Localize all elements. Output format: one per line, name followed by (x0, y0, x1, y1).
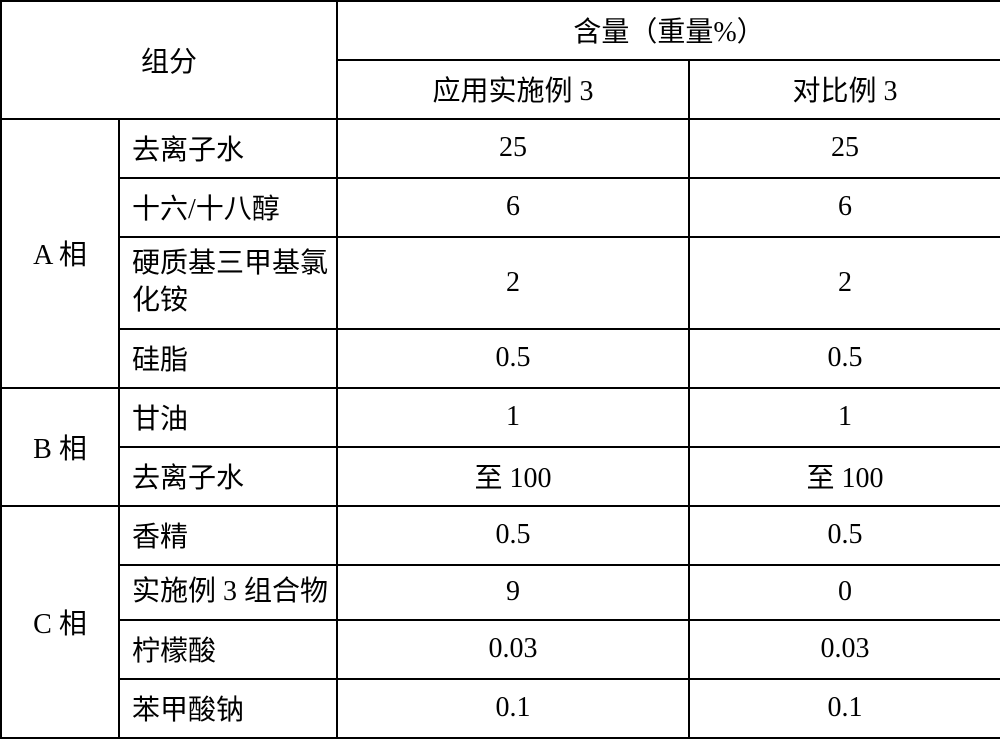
table-row: B 相 甘油 1 1 (1, 388, 1000, 447)
value-cell: 2 (689, 237, 1000, 329)
value-cell: 至 100 (689, 447, 1000, 506)
value-cell: 0.5 (689, 329, 1000, 388)
table-row: 实施例 3 组合物 9 0 (1, 565, 1000, 620)
value-cell: 6 (337, 178, 689, 237)
table-row: 十六/十八醇 6 6 (1, 178, 1000, 237)
table-row: 柠檬酸 0.03 0.03 (1, 620, 1000, 679)
ingredient-cell: 实施例 3 组合物 (119, 565, 337, 620)
table-row: 去离子水 至 100 至 100 (1, 447, 1000, 506)
header-compare3: 对比例 3 (689, 60, 1000, 119)
value-cell: 9 (337, 565, 689, 620)
ingredient-cell: 柠檬酸 (119, 620, 337, 679)
value-cell: 1 (337, 388, 689, 447)
value-cell: 0.1 (689, 679, 1000, 738)
value-cell: 0.5 (337, 329, 689, 388)
value-cell: 25 (689, 119, 1000, 178)
value-cell: 0.5 (689, 506, 1000, 565)
table-row: A 相 去离子水 25 25 (1, 119, 1000, 178)
ingredient-cell: 苯甲酸钠 (119, 679, 337, 738)
value-cell: 0.5 (337, 506, 689, 565)
composition-table: 组分 含量（重量%） 应用实施例 3 对比例 3 A 相 去离子水 25 25 … (0, 0, 1000, 739)
table-row: C 相 香精 0.5 0.5 (1, 506, 1000, 565)
ingredient-cell: 去离子水 (119, 119, 337, 178)
value-cell: 0.1 (337, 679, 689, 738)
table-row: 硅脂 0.5 0.5 (1, 329, 1000, 388)
ingredient-cell: 甘油 (119, 388, 337, 447)
value-cell: 0.03 (337, 620, 689, 679)
header-example3: 应用实施例 3 (337, 60, 689, 119)
value-cell: 至 100 (337, 447, 689, 506)
value-cell: 25 (337, 119, 689, 178)
header-content: 含量（重量%） (337, 1, 1000, 60)
value-cell: 1 (689, 388, 1000, 447)
value-cell: 0.03 (689, 620, 1000, 679)
phase-b-label: B 相 (1, 388, 119, 506)
phase-c-label: C 相 (1, 506, 119, 738)
header-component: 组分 (1, 1, 337, 119)
value-cell: 0 (689, 565, 1000, 620)
table-row: 苯甲酸钠 0.1 0.1 (1, 679, 1000, 738)
value-cell: 6 (689, 178, 1000, 237)
ingredient-cell: 香精 (119, 506, 337, 565)
ingredient-cell: 去离子水 (119, 447, 337, 506)
ingredient-cell: 硅脂 (119, 329, 337, 388)
ingredient-cell: 硬质基三甲基氯化铵 (119, 237, 337, 329)
ingredient-cell: 十六/十八醇 (119, 178, 337, 237)
phase-a-label: A 相 (1, 119, 119, 388)
value-cell: 2 (337, 237, 689, 329)
table-row: 硬质基三甲基氯化铵 2 2 (1, 237, 1000, 329)
header-row-1: 组分 含量（重量%） (1, 1, 1000, 60)
